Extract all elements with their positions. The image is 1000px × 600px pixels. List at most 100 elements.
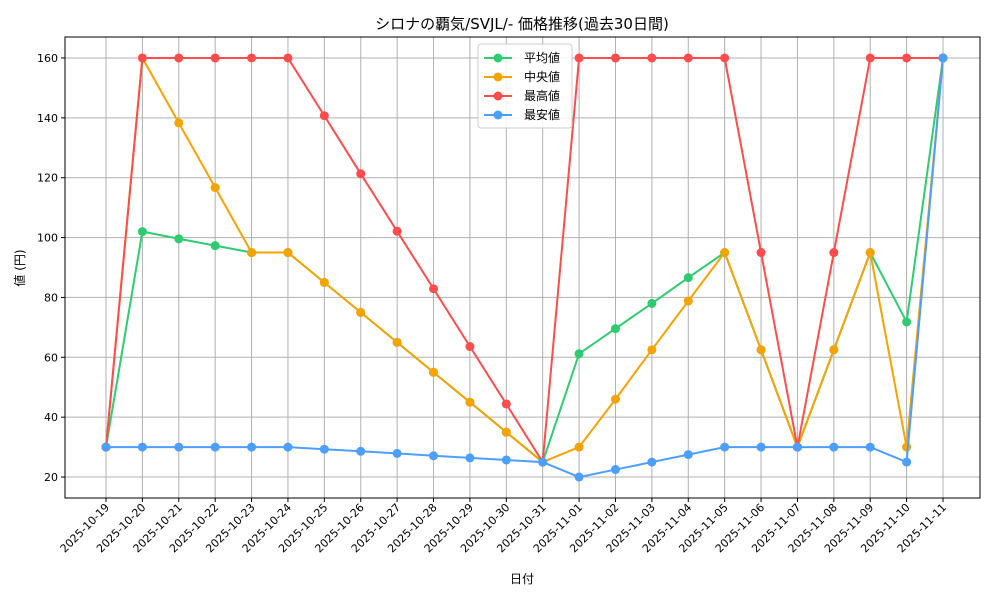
data-point bbox=[174, 53, 184, 63]
data-point bbox=[647, 345, 657, 355]
y-tick-label: 140 bbox=[37, 112, 58, 125]
data-point bbox=[429, 284, 439, 294]
y-tick-label: 120 bbox=[37, 172, 58, 185]
data-point bbox=[574, 53, 584, 63]
data-point bbox=[210, 442, 220, 452]
data-point bbox=[210, 53, 220, 63]
data-point bbox=[902, 457, 912, 467]
data-point bbox=[574, 442, 584, 452]
y-tick-label: 40 bbox=[44, 411, 58, 424]
legend-box bbox=[477, 43, 573, 129]
data-point bbox=[174, 442, 184, 452]
y-tick-label: 20 bbox=[44, 471, 58, 484]
data-point bbox=[902, 317, 912, 327]
data-point bbox=[356, 169, 366, 179]
legend-label: 中央値 bbox=[524, 69, 560, 84]
series-1 bbox=[101, 53, 948, 467]
data-point bbox=[319, 444, 329, 454]
data-point bbox=[610, 465, 620, 475]
legend-marker bbox=[493, 91, 503, 101]
y-tick-label: 80 bbox=[44, 291, 58, 304]
x-axis-label: 日付 bbox=[510, 572, 534, 586]
data-point bbox=[210, 183, 220, 193]
data-point bbox=[647, 53, 657, 63]
data-point bbox=[574, 349, 584, 359]
data-point bbox=[756, 248, 766, 258]
x-axis: 2025-10-192025-10-202025-10-212025-10-22… bbox=[58, 498, 949, 555]
data-point bbox=[610, 324, 620, 334]
data-point bbox=[647, 457, 657, 467]
data-point bbox=[501, 427, 511, 437]
data-point bbox=[683, 450, 693, 460]
data-point bbox=[683, 53, 693, 63]
data-point bbox=[720, 53, 730, 63]
data-point bbox=[501, 399, 511, 409]
data-point bbox=[392, 448, 402, 458]
data-point bbox=[137, 53, 147, 63]
data-point bbox=[538, 457, 548, 467]
data-point bbox=[319, 111, 329, 121]
data-point bbox=[610, 394, 620, 404]
data-point bbox=[465, 453, 475, 463]
data-point bbox=[610, 53, 620, 63]
data-point bbox=[902, 442, 912, 452]
legend-marker bbox=[493, 72, 503, 82]
data-point bbox=[174, 118, 184, 128]
data-point bbox=[247, 442, 257, 452]
data-point bbox=[865, 53, 875, 63]
data-point bbox=[210, 241, 220, 251]
data-point bbox=[647, 298, 657, 308]
data-point bbox=[137, 227, 147, 237]
plot-frame bbox=[64, 36, 981, 499]
data-point bbox=[501, 455, 511, 465]
data-point bbox=[247, 53, 257, 63]
data-point bbox=[829, 345, 839, 355]
series-group bbox=[101, 53, 948, 482]
y-axis: 20 40 60 80 100 120 140 160 bbox=[37, 52, 65, 484]
data-point bbox=[574, 472, 584, 482]
series-3 bbox=[101, 53, 948, 482]
data-point bbox=[137, 442, 147, 452]
legend-marker bbox=[493, 110, 503, 120]
legend-label: 最安値 bbox=[524, 107, 560, 122]
data-point bbox=[938, 53, 948, 63]
data-point bbox=[756, 345, 766, 355]
data-point bbox=[356, 307, 366, 317]
data-point bbox=[283, 442, 293, 452]
legend-marker bbox=[493, 53, 503, 63]
data-point bbox=[247, 248, 257, 258]
series-line bbox=[105, 56, 943, 466]
data-point bbox=[283, 248, 293, 258]
data-point bbox=[902, 53, 912, 63]
data-point bbox=[101, 442, 111, 452]
legend-label: 最高値 bbox=[524, 88, 560, 103]
series-line bbox=[105, 54, 944, 464]
data-point bbox=[392, 337, 402, 347]
chart-title: シロナの覇気/SVJL/- 価格推移(過去30日間) bbox=[375, 15, 669, 33]
data-point bbox=[683, 296, 693, 306]
data-point bbox=[720, 248, 730, 258]
data-point bbox=[465, 342, 475, 352]
data-point bbox=[319, 277, 329, 287]
series-line bbox=[106, 57, 944, 479]
data-point bbox=[829, 248, 839, 258]
data-point bbox=[865, 442, 875, 452]
data-point bbox=[174, 234, 184, 244]
grid bbox=[65, 37, 980, 498]
data-point bbox=[429, 451, 439, 461]
data-point bbox=[683, 273, 693, 283]
data-point bbox=[865, 248, 875, 258]
y-tick-label: 160 bbox=[37, 52, 58, 65]
data-point bbox=[392, 226, 402, 236]
y-tick-label: 100 bbox=[37, 232, 58, 245]
data-point bbox=[356, 446, 366, 456]
data-point bbox=[829, 442, 839, 452]
data-point bbox=[720, 442, 730, 452]
data-point bbox=[429, 367, 439, 377]
data-point bbox=[792, 442, 802, 452]
data-point bbox=[283, 53, 293, 63]
data-point bbox=[756, 442, 766, 452]
y-tick-label: 60 bbox=[44, 351, 58, 364]
